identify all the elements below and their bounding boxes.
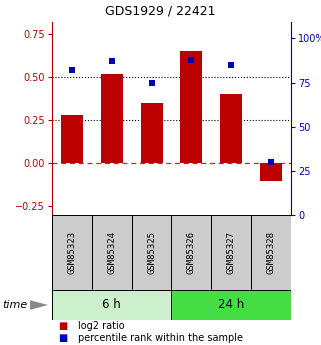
- Text: time: time: [2, 300, 27, 310]
- Text: GSM85328: GSM85328: [266, 231, 276, 274]
- Bar: [220, 95, 242, 163]
- Bar: [171, 290, 291, 320]
- Text: percentile rank within the sample: percentile rank within the sample: [78, 333, 243, 343]
- Bar: [92, 215, 132, 290]
- Text: GSM85327: GSM85327: [227, 231, 236, 274]
- Bar: [260, 163, 282, 180]
- Polygon shape: [30, 300, 48, 310]
- Text: 6 h: 6 h: [102, 298, 121, 312]
- Bar: [132, 215, 171, 290]
- Bar: [61, 115, 83, 163]
- Bar: [180, 51, 202, 163]
- Text: ■: ■: [58, 321, 68, 331]
- Text: GSM85325: GSM85325: [147, 231, 156, 274]
- Text: log2 ratio: log2 ratio: [78, 321, 125, 331]
- Text: GDS1929 / 22421: GDS1929 / 22421: [105, 4, 216, 17]
- Bar: [52, 215, 92, 290]
- Bar: [211, 215, 251, 290]
- Text: 24 h: 24 h: [218, 298, 244, 312]
- Bar: [141, 103, 162, 163]
- Bar: [52, 290, 171, 320]
- Text: ■: ■: [58, 333, 68, 343]
- Bar: [251, 215, 291, 290]
- Text: GSM85326: GSM85326: [187, 231, 196, 274]
- Text: GSM85323: GSM85323: [67, 231, 76, 274]
- Bar: [171, 215, 211, 290]
- Bar: [101, 74, 123, 163]
- Text: GSM85324: GSM85324: [107, 231, 116, 274]
